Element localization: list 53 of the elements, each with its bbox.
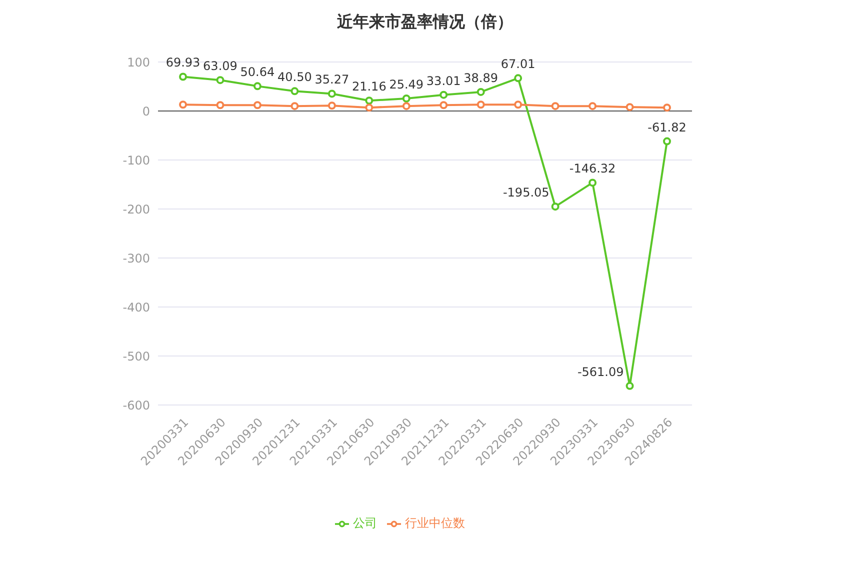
- data-label: 69.93: [166, 56, 200, 70]
- y-tick-label: -600: [122, 398, 150, 412]
- point: [402, 94, 410, 103]
- point: [551, 202, 560, 211]
- point: [588, 102, 597, 110]
- point: [402, 102, 410, 110]
- point: [551, 102, 560, 110]
- point: [328, 90, 336, 98]
- point: [216, 101, 224, 110]
- point: [290, 102, 299, 110]
- data-label: 63.09: [203, 59, 238, 74]
- data-label: -561.09: [577, 364, 624, 379]
- point: [253, 101, 262, 110]
- point: [663, 137, 671, 146]
- y-tick-label: 100: [127, 55, 150, 70]
- point: [253, 82, 262, 90]
- point: [216, 76, 224, 84]
- point: [440, 90, 448, 99]
- point: [290, 87, 299, 96]
- data-label: 50.64: [240, 65, 275, 80]
- point: [476, 100, 485, 109]
- point: [626, 103, 634, 112]
- point: [179, 72, 187, 81]
- y-tick-label: 0: [142, 104, 150, 118]
- point: [588, 178, 597, 187]
- data-label: 35.27: [314, 72, 350, 87]
- legend-label: 公司: [353, 516, 377, 530]
- point: [514, 74, 522, 82]
- data-label: 67.01: [500, 57, 536, 72]
- y-tick-label: -500: [122, 349, 150, 364]
- data-label: 21.16: [352, 80, 386, 94]
- point: [476, 88, 485, 96]
- point: [365, 96, 374, 105]
- chart-title: 近年来市盈率情况（倍）: [336, 11, 514, 33]
- data-label: 38.89: [464, 70, 498, 85]
- point: [328, 102, 336, 110]
- data-label: -146.32: [569, 162, 616, 176]
- data-label: 25.49: [389, 78, 424, 92]
- data-label: -195.05: [502, 186, 550, 200]
- point: [663, 104, 671, 112]
- y-tick-label: -300: [122, 251, 150, 266]
- point: [365, 104, 374, 112]
- y-tick-label: -200: [122, 202, 150, 216]
- legend-label: 行业中位数: [405, 516, 465, 530]
- y-tick-label: -100: [122, 153, 150, 168]
- data-label: -61.82: [648, 120, 686, 134]
- point: [440, 101, 448, 110]
- point: [514, 100, 522, 109]
- y-tick-label: -400: [122, 300, 150, 314]
- point: [626, 382, 634, 390]
- data-label: 33.01: [426, 74, 461, 88]
- point: [179, 100, 187, 109]
- data-label: 40.50: [278, 70, 312, 84]
